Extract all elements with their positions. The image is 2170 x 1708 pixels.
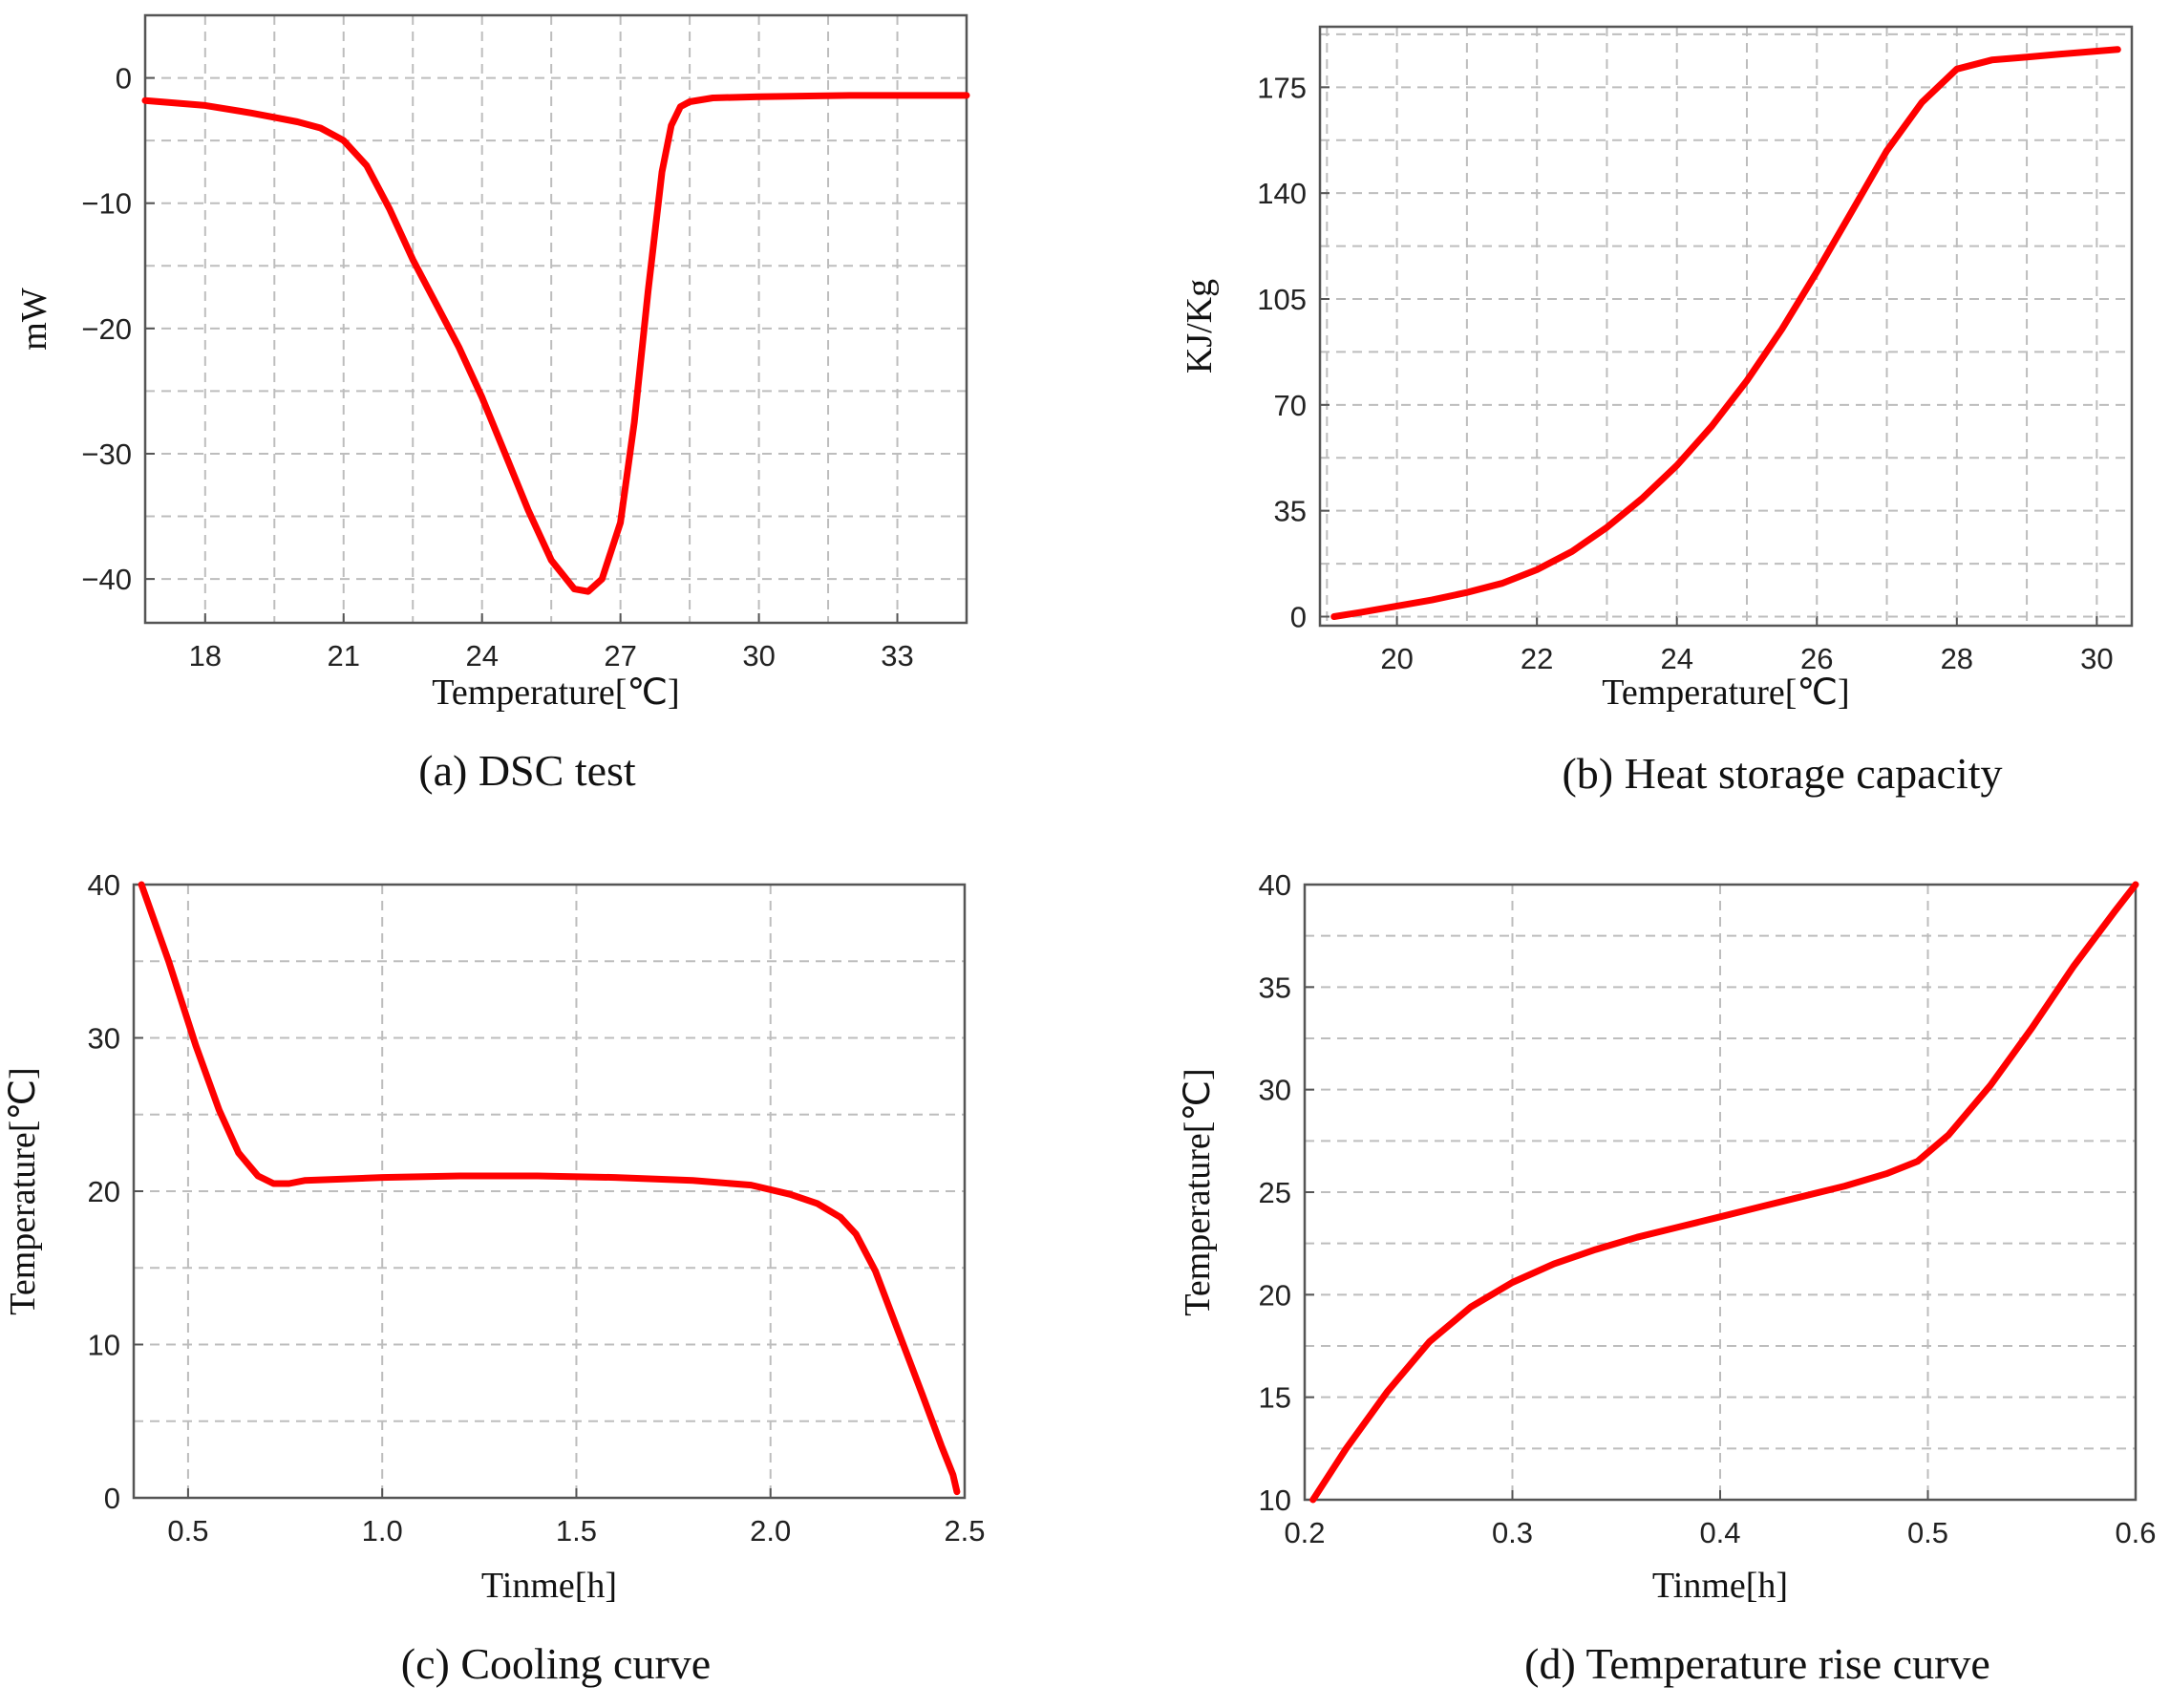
plot-frame [1303, 883, 2138, 1502]
y-tick-label: 20 [1259, 1278, 1291, 1312]
x-tick-label: 2.5 [944, 1514, 985, 1548]
series-line-a [141, 92, 970, 595]
chart-panel-a: 18 21 24 27 30 33 0 −10 −20 −30 −40 Temperature[℃] m… [14, 13, 970, 795]
chart-caption: (d) Temperature rise curve [1524, 1639, 1990, 1688]
x-tick-label: 1.0 [362, 1514, 403, 1548]
y-axis-label: KJ/Kg [1180, 279, 1220, 374]
plot-frame [1318, 25, 2134, 628]
x-tick-label: 0.3 [1492, 1516, 1533, 1549]
chart-caption: (c) Cooling curve [401, 1639, 711, 1688]
x-tick-label: 28 [1941, 642, 1973, 675]
x-axis-label: Temperature[℃] [432, 673, 679, 713]
x-tick-label: 0.5 [167, 1514, 208, 1548]
y-tick-label: 25 [1259, 1176, 1291, 1209]
y-tick-label: 30 [1259, 1074, 1291, 1107]
y-axis-label: Temperature[℃] [1178, 1068, 1218, 1315]
chart-caption: (a) DSC test [418, 746, 636, 795]
y-tick-label: 10 [88, 1329, 120, 1362]
chart-caption: (b) Heat storage capacity [1562, 749, 2002, 798]
x-tick-label: 0.2 [1284, 1516, 1325, 1549]
y-tick-label: 40 [88, 868, 120, 902]
y-tick-label: 15 [1259, 1381, 1291, 1415]
y-tick-label: −20 [81, 312, 132, 346]
x-tick-label: 2.0 [750, 1514, 791, 1548]
x-tick-label: 0.5 [1907, 1516, 1948, 1549]
x-tick-label: 24 [1660, 642, 1692, 675]
x-tick-label: 21 [328, 639, 360, 673]
y-tick-label: 0 [104, 1482, 120, 1515]
x-tick-label: 33 [881, 639, 913, 673]
x-tick-label: 30 [742, 639, 775, 673]
x-tick-label: 22 [1521, 642, 1553, 675]
series-line-d [1309, 881, 2139, 1504]
y-tick-label: 0 [116, 62, 132, 96]
y-axis-label: mW [14, 288, 54, 351]
y-tick-label: 35 [1259, 971, 1291, 1004]
x-tick-label: 20 [1380, 642, 1413, 675]
y-tick-label: −30 [81, 438, 132, 471]
y-tick-label: −10 [81, 187, 132, 221]
chart-panel-c: 0.5 1.0 1.5 2.0 2.5 0 10 20 30 40 Tinme[h] Temperat… [3, 868, 986, 1688]
x-tick-label: 18 [189, 639, 222, 673]
x-tick-label: 27 [604, 639, 636, 673]
y-tick-label: 140 [1257, 177, 1307, 210]
x-tick-label: 0.6 [2115, 1516, 2156, 1549]
x-tick-label: 30 [2080, 642, 2113, 675]
y-tick-label: 70 [1274, 389, 1307, 422]
y-tick-label: 40 [1259, 868, 1291, 902]
y-tick-label: 30 [88, 1022, 120, 1056]
y-tick-label: 0 [1290, 601, 1307, 634]
chart-panel-b: 20 22 24 26 28 30 0 35 70 105 140 175 Temperature[℃]… [1180, 25, 2134, 798]
x-tick-label: 26 [1800, 642, 1833, 675]
y-axis-label: Temperature[℃] [3, 1067, 43, 1314]
plot-frame [143, 13, 968, 625]
y-tick-label: 175 [1257, 71, 1307, 104]
chart-panel-d: 0.2 0.3 0.4 0.5 0.6 10 15 20 25 30 35 40 Tinme[h] Tem… [1178, 868, 2157, 1688]
x-axis-label: Tinme[h] [1652, 1566, 1788, 1606]
y-tick-label: 35 [1274, 495, 1307, 528]
x-axis-label: Tinme[h] [481, 1566, 617, 1606]
series-line-b [1330, 46, 2121, 620]
x-tick-label: 0.4 [1699, 1516, 1740, 1549]
y-tick-label: 105 [1257, 283, 1307, 316]
x-axis-label: Temperature[℃] [1602, 673, 1849, 713]
y-tick-label: 20 [88, 1175, 120, 1208]
series-line-c [138, 881, 961, 1496]
x-tick-label: 1.5 [556, 1514, 597, 1548]
x-tick-label: 24 [465, 639, 498, 673]
y-tick-label: −40 [81, 563, 132, 596]
y-tick-label: 10 [1259, 1484, 1291, 1517]
plot-frame [132, 883, 967, 1500]
